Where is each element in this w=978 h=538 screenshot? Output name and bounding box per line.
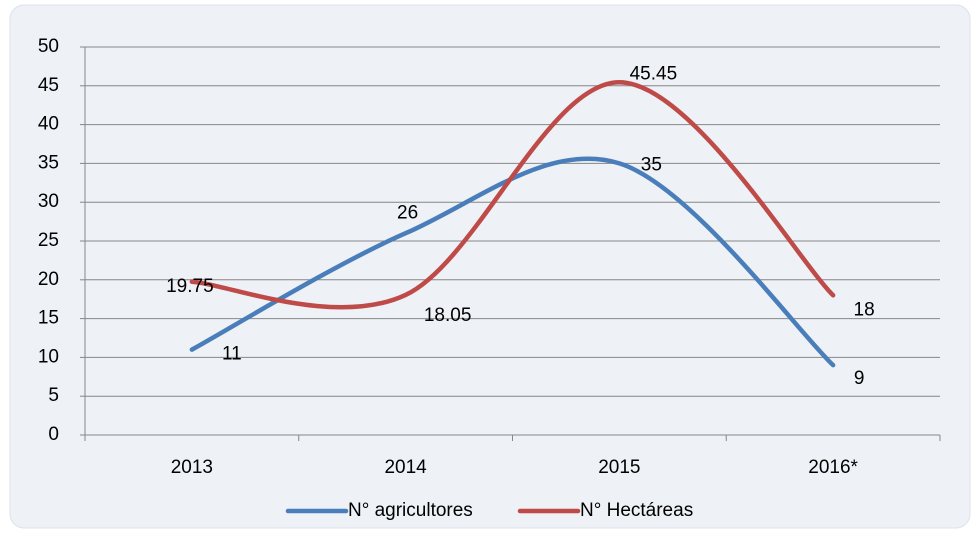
legend-label: N° agricultores: [348, 500, 473, 521]
data-label: 19.75: [166, 276, 214, 297]
x-tick-label: 2013: [171, 457, 213, 478]
y-tick-label: 30: [38, 191, 59, 212]
y-tick-label: 0: [48, 424, 59, 445]
y-tick-label: 35: [38, 152, 59, 173]
y-tick-label: 15: [38, 308, 59, 329]
y-tick-label: 50: [38, 36, 59, 57]
y-tick-label: 40: [38, 114, 59, 135]
series-line: [189, 80, 836, 310]
x-tick-label: 2015: [598, 457, 640, 478]
y-tick-label: 5: [48, 385, 59, 406]
chart-background: [9, 4, 971, 529]
y-tick-label: 25: [38, 230, 59, 251]
y-tick-label: 10: [38, 346, 59, 367]
y-tick-label: 45: [38, 75, 59, 96]
series-line: [189, 156, 836, 368]
data-label: 45.45: [630, 63, 678, 84]
y-tick-label: 20: [38, 269, 59, 290]
x-tick-label: 2016*: [808, 457, 858, 478]
data-label: 18: [854, 299, 875, 320]
data-label: 11: [222, 344, 242, 365]
legend-label: N° Hectáreas: [580, 500, 693, 521]
data-label: 35: [641, 154, 662, 175]
data-label: 18.05: [424, 305, 472, 326]
data-label: 26: [397, 202, 418, 223]
x-tick-label: 2014: [384, 457, 427, 478]
data-label: 9: [854, 368, 865, 389]
